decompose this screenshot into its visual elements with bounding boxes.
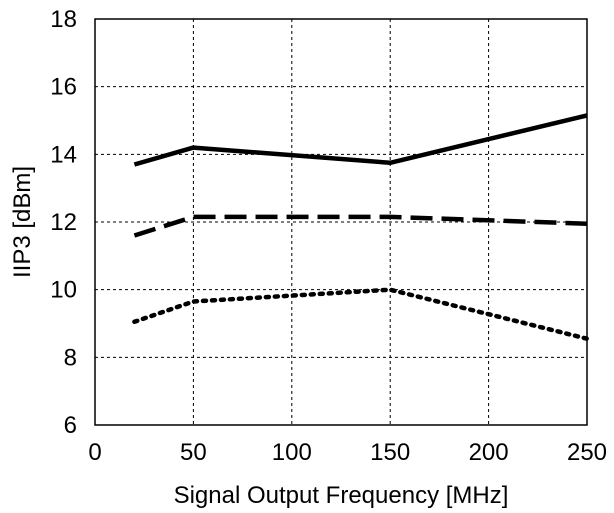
series-line-dotted xyxy=(132,287,590,341)
x-tick-label: 100 xyxy=(272,439,312,466)
y-tick-label: 12 xyxy=(50,209,77,236)
x-axis-tick-labels: 0 50 100 150 200 250 xyxy=(88,439,607,466)
x-axis-label: Signal Output Frequency [MHz] xyxy=(174,482,509,509)
x-tick-label: 250 xyxy=(567,439,607,466)
x-tick-label: 0 xyxy=(88,439,101,466)
series-line-solid xyxy=(133,113,588,167)
y-tick-label: 18 xyxy=(50,6,77,33)
series-group xyxy=(132,113,590,341)
y-tick-label: 8 xyxy=(64,344,77,371)
x-tick-label: 200 xyxy=(469,439,509,466)
y-axis-tick-labels: 6 8 10 12 14 16 18 xyxy=(50,6,77,439)
y-tick-label: 14 xyxy=(50,141,77,168)
y-tick-label: 16 xyxy=(50,74,77,101)
y-axis-label: IIP3 [dBm] xyxy=(9,166,36,278)
y-tick-label: 10 xyxy=(50,277,77,304)
x-tick-label: 150 xyxy=(370,439,410,466)
series-line-dashed xyxy=(133,214,588,238)
y-tick-label: 6 xyxy=(64,412,77,439)
x-tick-label: 50 xyxy=(180,439,207,466)
